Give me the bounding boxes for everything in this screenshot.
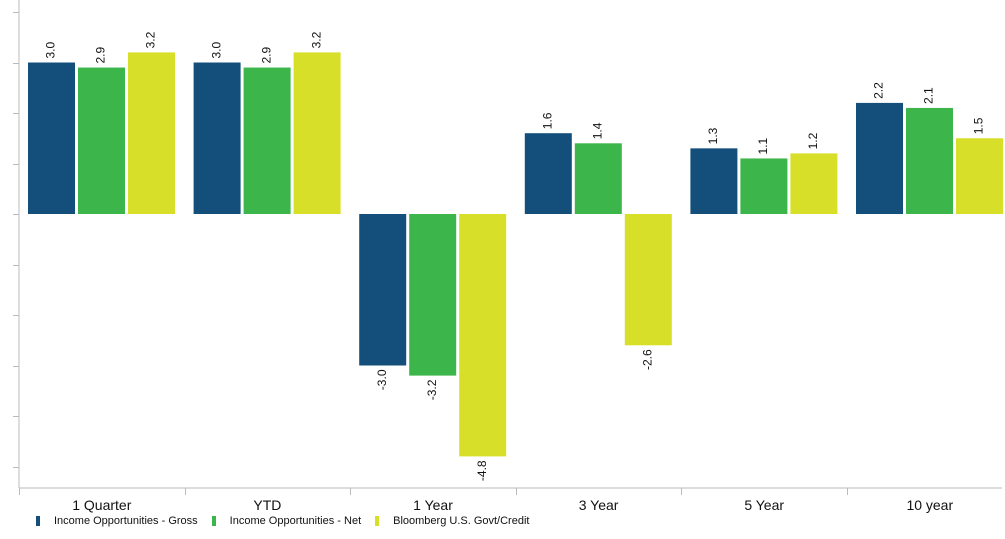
category-label: 1 Year <box>413 497 453 513</box>
data-label: 2.1 <box>922 87 936 104</box>
bar <box>128 52 175 215</box>
data-label: 3.2 <box>309 31 323 48</box>
bar <box>293 52 341 215</box>
data-label: 1.1 <box>756 137 770 154</box>
data-label: 3.2 <box>144 31 158 48</box>
data-label: 3.0 <box>209 41 223 58</box>
category-label: 10 year <box>906 497 953 513</box>
bar <box>906 107 953 214</box>
bar <box>856 102 903 214</box>
bar <box>956 138 1003 214</box>
bar <box>690 148 738 214</box>
data-label: 1.6 <box>540 112 554 129</box>
bar <box>574 143 622 214</box>
data-label: 2.2 <box>872 82 886 99</box>
data-label: -3.0 <box>375 369 389 390</box>
bar <box>524 133 572 214</box>
axes <box>13 0 1002 495</box>
bars <box>28 52 1003 457</box>
bar <box>624 214 672 346</box>
data-label: 1.5 <box>972 117 986 134</box>
bar <box>193 62 241 214</box>
bar <box>409 214 457 376</box>
legend-swatch <box>375 516 380 526</box>
legend-label: Income Opportunities - Net <box>229 515 362 527</box>
category-label: 1 Quarter <box>72 497 131 513</box>
legend-item: Income Opportunities - Gross <box>36 515 198 527</box>
bar <box>28 62 75 214</box>
data-label: 3.0 <box>44 41 58 58</box>
data-label: -2.6 <box>640 349 654 370</box>
bar <box>459 214 507 457</box>
category-labels: 1 Quarter YTD 1 Year 3 Year 5 Year 10 year <box>72 497 953 513</box>
data-label: -3.2 <box>425 379 439 400</box>
legend-swatch <box>36 516 40 526</box>
bar <box>790 153 838 214</box>
legend-swatch <box>211 516 216 526</box>
legend-item: Bloomberg U.S. Govt/Credit <box>375 515 529 527</box>
bar <box>359 214 407 366</box>
legend-label: Income Opportunities - Gross <box>54 515 198 527</box>
data-label: 1.2 <box>806 132 820 149</box>
data-label: 2.9 <box>94 47 108 64</box>
data-label: -4.8 <box>475 460 489 481</box>
data-labels: 3.0 2.9 3.2 3.0 2.9 3.2 -3.0 -3.2 -4.8 1.6 1.4 -2.6… <box>44 31 986 481</box>
category-label: YTD <box>253 497 281 513</box>
legend: Income Opportunities - Gross Income Oppor… <box>36 515 543 527</box>
category-label: 5 Year <box>744 497 784 513</box>
data-label: 1.3 <box>706 127 720 144</box>
data-label: 1.4 <box>590 122 604 139</box>
legend-item: Income Opportunities - Net <box>211 515 362 527</box>
bar <box>740 158 788 214</box>
data-label: 2.9 <box>259 47 273 64</box>
category-label: 3 Year <box>579 497 619 513</box>
legend-label: Bloomberg U.S. Govt/Credit <box>393 515 530 527</box>
bar <box>243 67 291 214</box>
bar <box>78 67 125 214</box>
